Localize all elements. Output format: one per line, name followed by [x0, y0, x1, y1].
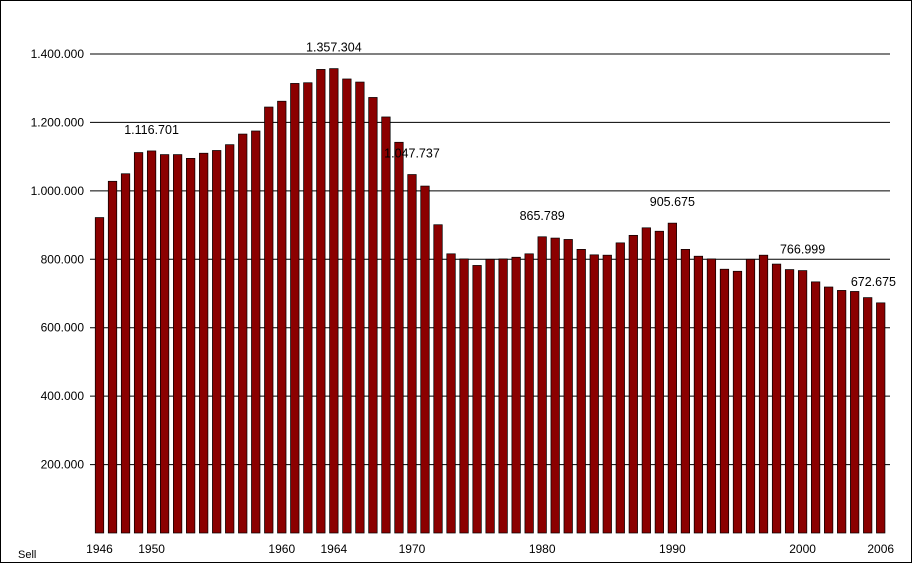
bar	[381, 116, 391, 534]
bar	[329, 68, 339, 534]
bar	[225, 144, 235, 534]
bar	[264, 106, 274, 534]
bar	[133, 152, 144, 534]
bar	[368, 97, 378, 534]
bar	[563, 239, 573, 534]
bar	[784, 269, 795, 534]
bar	[355, 81, 365, 534]
bar	[199, 152, 209, 534]
bar	[446, 253, 456, 534]
bar	[641, 227, 651, 534]
x-tick-label: 1970	[399, 542, 426, 556]
bar	[628, 234, 638, 534]
bar	[589, 254, 599, 534]
y-tick-label: 1.200.000	[31, 115, 85, 129]
data-label: 905.675	[650, 195, 695, 209]
bar	[472, 265, 482, 534]
data-label: 1.047.737	[384, 147, 440, 161]
y-axis-tick-labels: 200.000 400.000 600.000 800.000 1.000.000 1.2…	[31, 47, 85, 472]
bar	[107, 180, 118, 534]
bar	[394, 141, 404, 534]
bar	[459, 258, 469, 534]
bar	[524, 253, 534, 534]
bar	[251, 130, 261, 534]
x-tick-label: 2006	[867, 542, 894, 556]
bar	[758, 254, 769, 534]
x-tick-label: 1960	[268, 542, 295, 556]
bar	[173, 154, 183, 534]
bar	[511, 256, 521, 534]
bar	[316, 69, 326, 534]
bar	[120, 173, 131, 534]
bar	[290, 83, 300, 534]
bar	[680, 249, 691, 534]
bar	[693, 255, 704, 534]
bar	[667, 222, 677, 534]
bar	[837, 290, 847, 534]
x-tick-label: 2000	[789, 542, 816, 556]
bar	[537, 236, 547, 534]
data-label: 672.675	[851, 275, 896, 289]
bar	[797, 270, 808, 534]
x-tick-label: 1950	[138, 542, 165, 556]
bar	[277, 100, 287, 534]
bar	[824, 286, 834, 534]
bar	[850, 291, 860, 534]
bar	[238, 133, 248, 534]
bar	[810, 281, 821, 534]
corner-label: Sell	[18, 549, 36, 561]
bar	[771, 263, 782, 534]
x-tick-label: 1980	[529, 542, 556, 556]
bar	[212, 150, 222, 534]
bar	[602, 254, 612, 534]
x-tick-label: 1964	[321, 542, 348, 556]
bar	[615, 242, 625, 534]
x-tick-label: 1990	[659, 542, 686, 556]
bar	[342, 78, 352, 534]
bar	[576, 249, 586, 534]
data-label: 766.999	[780, 243, 825, 257]
bar	[654, 230, 664, 534]
bar	[186, 158, 196, 534]
bar	[407, 174, 417, 534]
bar	[433, 224, 443, 534]
bar	[485, 258, 495, 534]
bar	[719, 268, 730, 534]
data-label: 1.116.701	[124, 123, 179, 137]
bar	[160, 154, 170, 534]
y-tick-label: 600.000	[41, 321, 85, 335]
y-tick-label: 200.000	[41, 458, 85, 472]
bar	[863, 297, 873, 534]
bars	[94, 68, 886, 534]
data-labels: 1.116.701 1.357.304 1.047.737 865.789 905.67…	[124, 41, 896, 289]
y-tick-label: 1.000.000	[31, 184, 85, 198]
data-label: 865.789	[520, 209, 565, 223]
bar	[706, 258, 717, 534]
x-axis-tick-labels: 1946 1950 1960 1964 1970 1980 1990 2000 2006	[86, 542, 894, 556]
bar	[732, 270, 743, 534]
x-tick-label: 1946	[86, 542, 113, 556]
bar	[550, 237, 560, 534]
y-tick-label: 400.000	[41, 389, 85, 403]
bar	[303, 82, 313, 534]
y-tick-label: 800.000	[41, 252, 85, 266]
bar	[745, 258, 756, 534]
gridlines	[90, 53, 890, 466]
bar	[876, 302, 886, 534]
y-tick-label: 1.400.000	[31, 47, 85, 61]
data-label: 1.357.304	[306, 41, 362, 55]
bar	[94, 217, 105, 534]
bar	[146, 150, 157, 534]
bar	[498, 258, 508, 534]
bar	[420, 185, 430, 534]
